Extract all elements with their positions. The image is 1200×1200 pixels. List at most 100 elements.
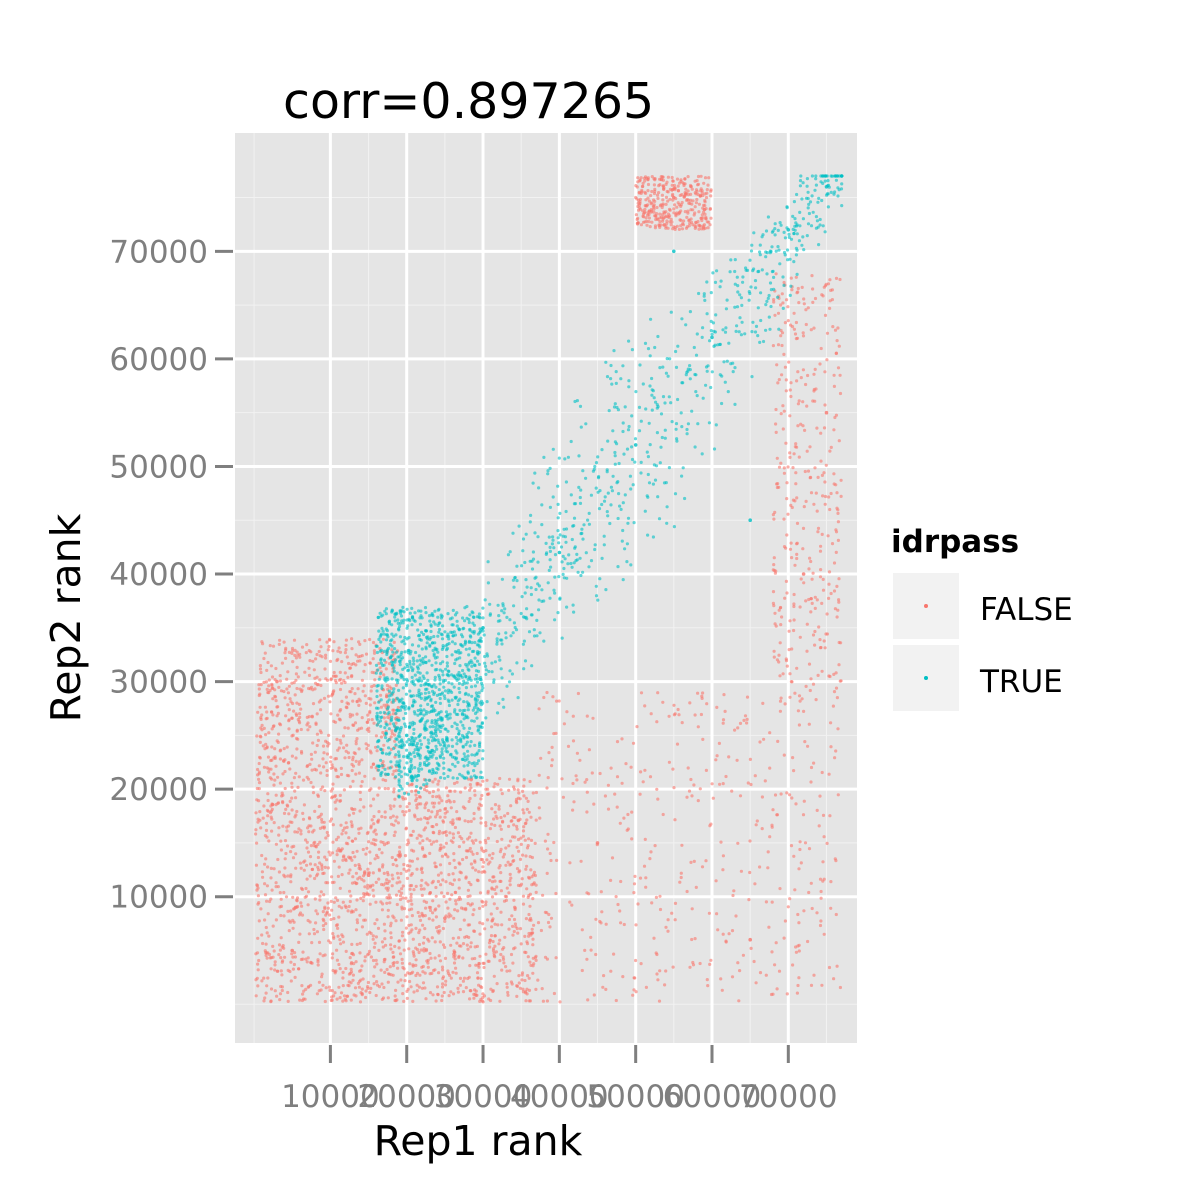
- scatter-point: [291, 856, 296, 860]
- scatter-point: [578, 495, 582, 500]
- scatter-point: [828, 306, 832, 310]
- scatter-point: [553, 618, 557, 622]
- scatter-point: [458, 983, 462, 987]
- scatter-point: [297, 913, 302, 917]
- scatter-point: [677, 203, 681, 207]
- scatter-point: [326, 866, 330, 870]
- scatter-point: [314, 722, 318, 727]
- scatter-point: [514, 925, 518, 929]
- scatter-point: [347, 661, 351, 666]
- scatter-point: [360, 716, 364, 720]
- scatter-point: [837, 344, 841, 348]
- scatter-point: [696, 182, 701, 186]
- scatter-point: [663, 401, 667, 405]
- scatter-point: [375, 694, 379, 699]
- scatter-point: [369, 689, 373, 693]
- scatter-point: [598, 771, 602, 776]
- scatter-point: [413, 754, 417, 759]
- scatter-point: [468, 783, 472, 787]
- scatter-point: [781, 306, 785, 310]
- scatter-point: [666, 190, 670, 194]
- scatter-point: [836, 194, 840, 198]
- scatter-point: [639, 419, 643, 423]
- scatter-point: [537, 707, 541, 711]
- scatter-point: [469, 819, 473, 824]
- scatter-point: [758, 250, 762, 254]
- scatter-point: [471, 852, 475, 856]
- scatter-point: [589, 559, 594, 563]
- scatter-point: [645, 223, 649, 227]
- scatter-point: [495, 906, 499, 911]
- scatter-point: [749, 285, 753, 289]
- scatter-point: [498, 879, 502, 884]
- scatter-point: [650, 408, 654, 412]
- scatter-point: [764, 229, 769, 233]
- scatter-point: [587, 522, 592, 526]
- scatter-point: [527, 810, 531, 814]
- scatter-point: [312, 932, 317, 936]
- scatter-point: [837, 640, 841, 645]
- scatter-point: [299, 866, 303, 870]
- scatter-point: [510, 819, 514, 823]
- scatter-point: [293, 830, 297, 834]
- scatter-point: [434, 661, 438, 665]
- scatter-point: [254, 832, 258, 836]
- scatter-point: [311, 830, 315, 834]
- scatter-point: [414, 744, 418, 748]
- scatter-point: [690, 907, 694, 911]
- scatter-point: [534, 575, 538, 579]
- scatter-point: [671, 179, 675, 183]
- scatter-point: [808, 476, 812, 480]
- scatter-point: [382, 703, 386, 707]
- scatter-point: [275, 714, 279, 718]
- scatter-point: [325, 752, 329, 756]
- scatter-point: [404, 826, 408, 830]
- scatter-point: [730, 789, 734, 793]
- scatter-point: [721, 328, 725, 332]
- scatter-point: [406, 899, 410, 903]
- scatter-point: [707, 176, 711, 180]
- scatter-point: [579, 573, 583, 578]
- scatter-point: [422, 947, 426, 951]
- scatter-point: [643, 704, 647, 708]
- scatter-point: [300, 645, 305, 649]
- scatter-point: [509, 862, 513, 866]
- scatter-point: [272, 949, 276, 953]
- scatter-point: [260, 713, 264, 717]
- scatter-point: [733, 728, 737, 732]
- scatter-point: [258, 667, 263, 671]
- scatter-point: [581, 537, 585, 541]
- scatter-point: [397, 659, 402, 663]
- scatter-point: [512, 858, 516, 863]
- scatter-point: [703, 198, 707, 203]
- scatter-point: [290, 781, 294, 785]
- scatter-point: [525, 887, 529, 891]
- scatter-point: [473, 696, 478, 701]
- scatter-point: [420, 647, 424, 651]
- scatter-point: [525, 617, 529, 621]
- scatter-point: [289, 880, 293, 884]
- scatter-point: [821, 813, 826, 818]
- scatter-point: [391, 700, 395, 704]
- scatter-point: [508, 550, 512, 554]
- scatter-point: [374, 644, 378, 648]
- scatter-point: [641, 382, 645, 386]
- scatter-point: [474, 989, 478, 993]
- scatter-point: [631, 993, 635, 997]
- scatter-point: [463, 755, 467, 759]
- scatter-point: [646, 533, 650, 537]
- scatter-point: [639, 962, 643, 966]
- scatter-point: [404, 896, 408, 900]
- scatter-point: [452, 878, 456, 882]
- scatter-point: [649, 210, 653, 214]
- scatter-point: [482, 860, 486, 864]
- scatter-point: [823, 502, 827, 506]
- scatter-point: [339, 772, 344, 777]
- scatter-point: [488, 945, 492, 949]
- scatter-point: [294, 796, 298, 800]
- scatter-point: [656, 978, 660, 982]
- scatter-point: [760, 795, 765, 799]
- scatter-point: [319, 645, 323, 649]
- scatter-point: [774, 422, 778, 426]
- scatter-point: [752, 267, 756, 271]
